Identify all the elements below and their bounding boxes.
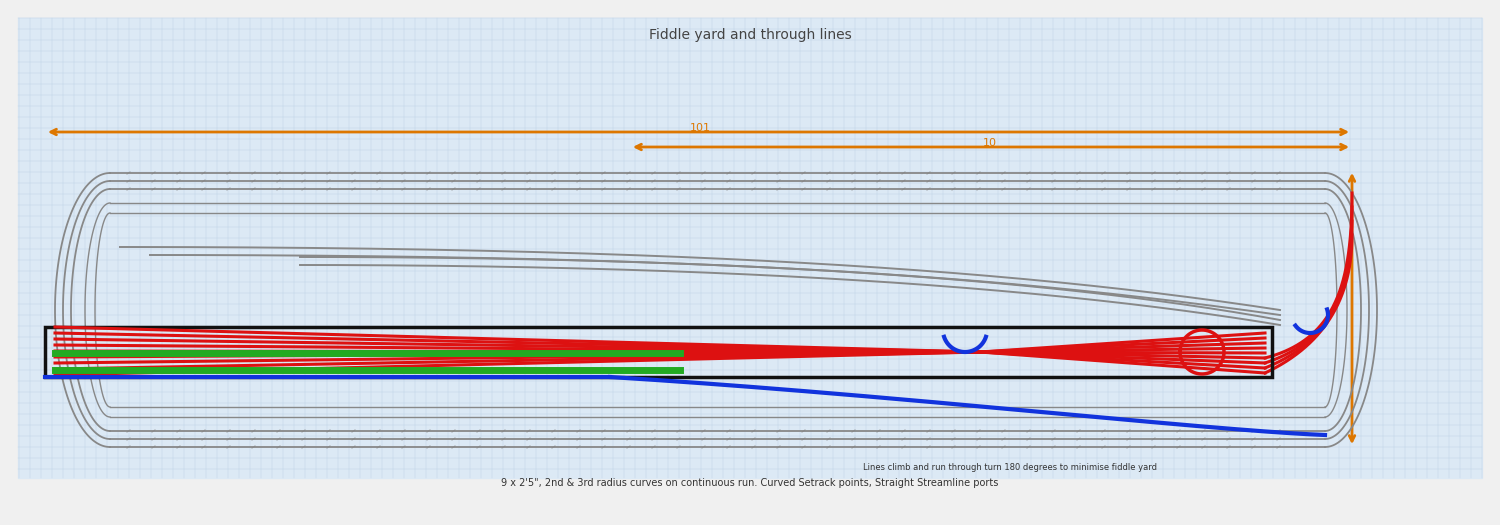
Text: Lines climb and run through turn 180 degrees to minimise fiddle yard: Lines climb and run through turn 180 deg… [862, 464, 1156, 472]
Text: 101: 101 [690, 123, 711, 133]
Text: 10: 10 [982, 138, 998, 148]
Text: 9 x 2'5", 2nd & 3rd radius curves on continuous run. Curved Setrack points, Stra: 9 x 2'5", 2nd & 3rd radius curves on con… [501, 478, 999, 488]
Text: Fiddle yard and through lines: Fiddle yard and through lines [648, 28, 852, 42]
Bar [45, 327, 1272, 377]
Bar [18, 18, 1482, 478]
